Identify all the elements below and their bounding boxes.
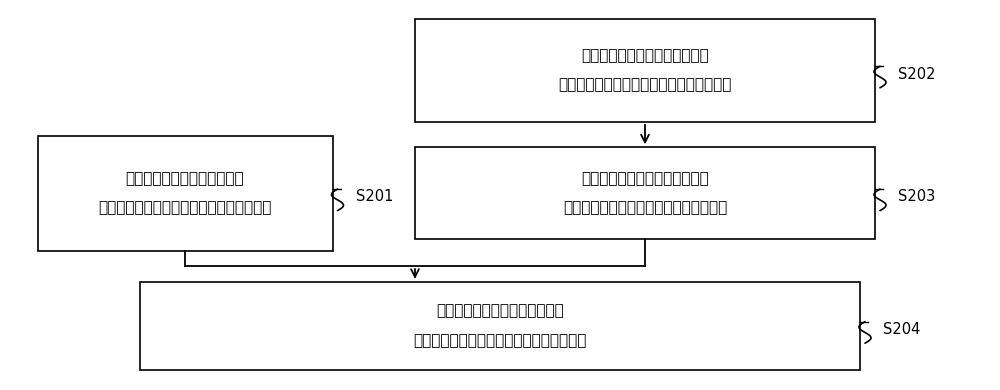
Bar <box>415 147 875 239</box>
Text: 卫星本体坐标系的第二转换矩阵: 卫星本体坐标系的第二转换矩阵 <box>581 171 709 186</box>
Bar <box>140 282 860 370</box>
Text: S202: S202 <box>898 67 936 82</box>
Text: 行转换，得到第一太阳位置矢量: 行转换，得到第一太阳位置矢量 <box>436 303 564 319</box>
Bar <box>38 135 333 250</box>
Text: 获取设置在卫星上的星敏感器采集的用于表: 获取设置在卫星上的星敏感器采集的用于表 <box>558 77 732 92</box>
Text: 获取用于表征太阳在惯性坐标系下相对于卫: 获取用于表征太阳在惯性坐标系下相对于卫 <box>98 200 272 215</box>
Text: 根据惯性坐标系四元数，获取惯性坐标到: 根据惯性坐标系四元数，获取惯性坐标到 <box>563 200 727 215</box>
Text: S201: S201 <box>356 190 393 204</box>
Text: 根据第二转换矩阵，对第四太阳位置矢量进: 根据第二转换矩阵，对第四太阳位置矢量进 <box>413 333 587 348</box>
Text: S204: S204 <box>883 322 920 337</box>
Text: S203: S203 <box>898 190 935 204</box>
Text: 星的方位的第四太阳位置矢量: 星的方位的第四太阳位置矢量 <box>126 171 244 186</box>
Text: 征卫星姿态的惯性坐标系四元数: 征卫星姿态的惯性坐标系四元数 <box>581 48 709 63</box>
Bar <box>415 18 875 122</box>
